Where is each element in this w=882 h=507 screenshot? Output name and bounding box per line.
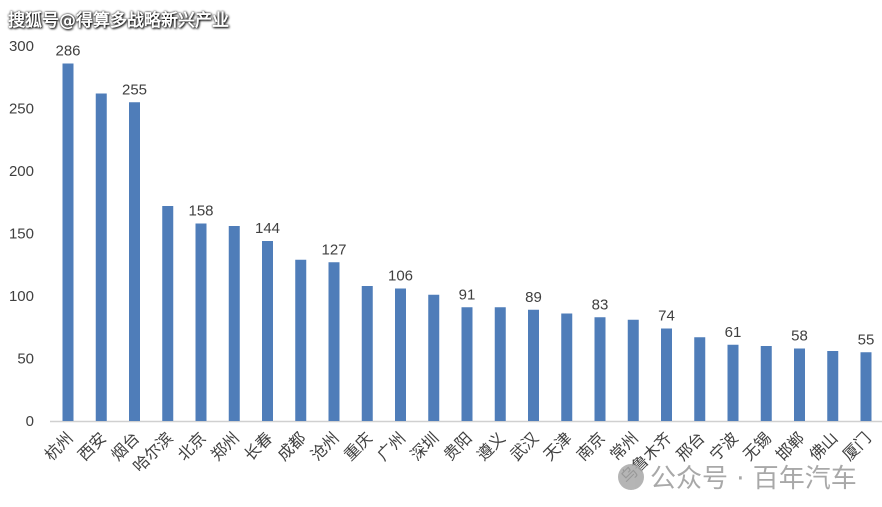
data-label: 55 xyxy=(858,331,875,348)
bar xyxy=(827,351,839,421)
data-label: 286 xyxy=(55,43,80,60)
y-tick-label: 50 xyxy=(17,351,34,368)
data-label: 144 xyxy=(255,220,280,237)
x-tick-label: 遵义 xyxy=(473,428,509,464)
y-tick-label: 100 xyxy=(9,288,34,305)
data-label: 255 xyxy=(122,81,147,98)
data-label: 61 xyxy=(725,324,742,341)
y-tick-label: 0 xyxy=(26,413,34,430)
x-tick-label: 成都 xyxy=(274,428,310,464)
data-label: 127 xyxy=(321,241,346,258)
bar xyxy=(694,337,706,421)
bar xyxy=(760,346,772,421)
bar xyxy=(528,309,539,421)
bar xyxy=(295,259,307,421)
bar xyxy=(561,313,573,421)
bar xyxy=(228,226,240,421)
bar xyxy=(395,288,406,421)
x-tick-label: 武汉 xyxy=(506,428,542,464)
bar xyxy=(361,286,373,421)
y-tick-label: 150 xyxy=(9,226,34,243)
x-tick-label: 深圳 xyxy=(407,428,443,464)
y-tick-label: 200 xyxy=(9,163,34,180)
bar xyxy=(162,206,174,421)
bar xyxy=(594,317,606,421)
x-tick-label: 贵阳 xyxy=(440,428,476,464)
data-label: 106 xyxy=(388,268,413,285)
data-label: 74 xyxy=(658,308,675,325)
bar xyxy=(129,102,140,421)
watermark-top: 搜狐号@得算多战略新兴产业 xyxy=(8,11,229,31)
bar xyxy=(262,241,273,421)
bar xyxy=(494,307,506,421)
x-tick-label: 长春 xyxy=(240,428,276,464)
bar xyxy=(428,294,440,421)
x-tick-label: 北京 xyxy=(174,428,210,464)
data-label: 83 xyxy=(592,296,609,313)
bar xyxy=(860,352,872,421)
x-tick-label: 沧州 xyxy=(307,428,343,464)
y-tick-label: 250 xyxy=(9,101,34,118)
data-label: 158 xyxy=(188,203,213,220)
data-label: 89 xyxy=(525,289,542,306)
bar xyxy=(461,307,473,421)
bar xyxy=(794,348,805,421)
bar xyxy=(62,63,74,421)
x-tick-label: 南京 xyxy=(573,428,609,464)
x-tick-label: 郑州 xyxy=(207,428,243,464)
bar xyxy=(95,93,107,421)
data-label: 91 xyxy=(459,286,476,303)
data-label: 58 xyxy=(791,328,808,345)
bar xyxy=(328,262,340,421)
bar xyxy=(195,223,207,421)
wechat-logo-icon xyxy=(618,463,644,490)
bar xyxy=(661,328,672,421)
x-tick-label: 广州 xyxy=(373,428,409,464)
watermark-bottom: 公众号 · 百年汽车 xyxy=(618,458,857,495)
x-tick-label: 西安 xyxy=(74,428,110,464)
x-tick-label: 重庆 xyxy=(340,428,376,464)
x-tick-label: 天津 xyxy=(540,428,576,464)
bar xyxy=(627,319,639,421)
x-tick-label: 杭州 xyxy=(41,428,77,464)
watermark-bottom-text: 公众号 · 百年汽车 xyxy=(650,464,857,494)
y-tick-label: 300 xyxy=(9,38,34,55)
bar xyxy=(727,344,739,421)
